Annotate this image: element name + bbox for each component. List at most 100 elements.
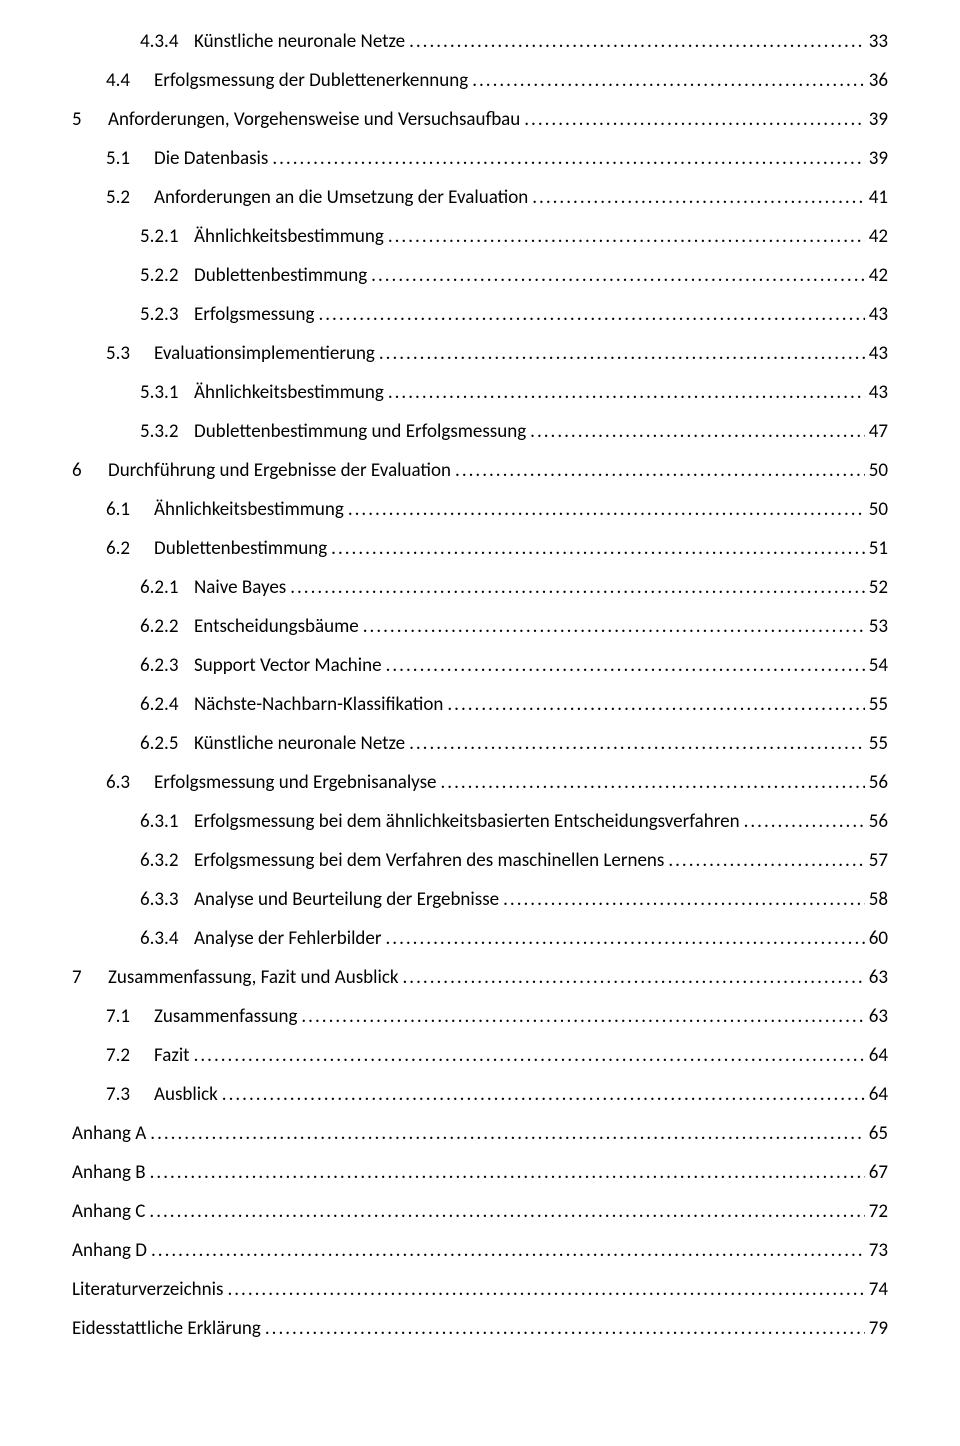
toc-leader-dots [437, 773, 865, 792]
toc-entry-number: 6.2 [106, 539, 154, 558]
toc-entry-title: Durchführung und Ergebnisse der Evaluati… [108, 461, 451, 480]
toc-entry-title: Analyse der Fehlerbilder [194, 929, 382, 948]
toc-entry: Eidesstattliche Erklärung 79 [72, 1319, 888, 1338]
toc-entry-title: Erfolgsmessung bei dem ähnlichkeitsbasie… [194, 812, 740, 831]
toc-entry: 5.2.3Erfolgsmessung43 [72, 305, 888, 324]
toc-entry: 4.3.4Künstliche neuronale Netze 33 [72, 32, 888, 51]
toc-entry: Anhang C 72 [72, 1202, 888, 1221]
toc-entry: 6.3.2Erfolgsmessung bei dem Verfahren de… [72, 851, 888, 870]
toc-entry-title: Erfolgsmessung bei dem Verfahren des mas… [194, 851, 664, 870]
toc-entry-number: 7 [72, 968, 108, 987]
toc-entry-number: 5.2 [106, 188, 154, 207]
toc-entry-title: Künstliche neuronale Netze [194, 734, 405, 753]
toc-entry: 6.2.3Support Vector Machine54 [72, 656, 888, 675]
toc-leader-dots [499, 890, 865, 909]
toc-entry-title: Künstliche neuronale Netze [194, 32, 405, 51]
toc-entry-number: 5.3.1 [140, 383, 194, 402]
toc-entry-number: 5.1 [106, 149, 154, 168]
toc-entry: 6.2.2Entscheidungsbäume53 [72, 617, 888, 636]
toc-entry-page: 53 [865, 617, 888, 636]
toc-leader-dots [327, 539, 865, 558]
toc-leader-dots [382, 656, 865, 675]
toc-entry-page: 74 [865, 1280, 888, 1299]
toc-entry-page: 33 [865, 32, 888, 51]
toc-entry-title: Anhang C [72, 1202, 145, 1221]
toc-leader-dots [147, 1241, 865, 1260]
toc-entry-number: 6 [72, 461, 108, 480]
toc-entry-page: 43 [865, 344, 888, 363]
toc-entry-title: Fazit [154, 1046, 190, 1065]
toc-entry: Anhang A65 [72, 1124, 888, 1143]
toc-entry-number: 6.3.3 [140, 890, 194, 909]
toc-entry-title: Zusammenfassung [154, 1007, 297, 1026]
toc-entry: 6.2.1Naive Bayes52 [72, 578, 888, 597]
toc-leader-dots [468, 71, 865, 90]
toc-entry-title: Dublettenbestimmung und Erfolgsmessung [194, 422, 526, 441]
toc-leader-dots [443, 695, 864, 714]
toc-entry-page: 51 [865, 539, 888, 558]
toc-entry: 6.2Dublettenbestimmung51 [72, 539, 888, 558]
toc-leader-dots [375, 344, 865, 363]
toc-leader-dots [314, 305, 864, 324]
toc-entry-title: Anforderungen, Vorgehensweise und Versuc… [108, 110, 520, 129]
toc-leader-dots [382, 929, 865, 948]
toc-entry-title: Literaturverzeichnis [72, 1280, 223, 1299]
toc-entry-number: 6.2.2 [140, 617, 194, 636]
toc-entry-number: 6.2.5 [140, 734, 194, 753]
toc-leader-dots [405, 734, 865, 753]
toc-entry-page: 52 [865, 578, 888, 597]
toc-leader-dots [268, 149, 864, 168]
toc-leader-dots [359, 617, 865, 636]
toc-leader-dots [528, 188, 864, 207]
toc-entry: 6.3Erfolgsmessung und Ergebnisanalyse56 [72, 773, 888, 792]
toc-leader-dots [405, 32, 865, 51]
toc-leader-dots [146, 1163, 865, 1182]
toc-entry-number: 7.1 [106, 1007, 154, 1026]
toc-entry-number: 4.3.4 [140, 32, 194, 51]
toc-entry: 5.2.2Dublettenbestimmung42 [72, 266, 888, 285]
toc-entry-number: 6.2.1 [140, 578, 194, 597]
toc-entry: 6.1Ähnlichkeitsbestimmung50 [72, 500, 888, 519]
toc-entry-page: 39 [865, 110, 888, 129]
toc-entry-number: 6.3 [106, 773, 154, 792]
toc-entry-number: 5.2.1 [140, 227, 194, 246]
toc-entry-page: 39 [865, 149, 888, 168]
toc-leader-dots [367, 266, 865, 285]
toc-entry-page: 50 [865, 500, 888, 519]
toc-entry: Literaturverzeichnis 74 [72, 1280, 888, 1299]
toc-entry-number: 5.3.2 [140, 422, 194, 441]
toc-entry-page: 79 [865, 1319, 888, 1338]
toc-entry-title: Support Vector Machine [194, 656, 382, 675]
toc-leader-dots [664, 851, 864, 870]
toc-entry-title: Anhang D [72, 1241, 147, 1260]
toc-entry-title: Eidesstattliche Erklärung [72, 1319, 261, 1338]
toc-entry-page: 73 [865, 1241, 888, 1260]
toc-entry-page: 43 [865, 383, 888, 402]
toc-entry-number: 7.3 [106, 1085, 154, 1104]
toc-entry-number: 5.2.3 [140, 305, 194, 324]
toc-entry-number: 6.3.4 [140, 929, 194, 948]
toc-entry-page: 58 [865, 890, 888, 909]
toc-entry-page: 63 [865, 968, 888, 987]
toc-entry: 6.2.4Nächste-Nachbarn-Klassifikation55 [72, 695, 888, 714]
toc-entry-title: Ähnlichkeitsbestimmung [154, 500, 344, 519]
toc-leader-dots [297, 1007, 864, 1026]
toc-entry-page: 72 [865, 1202, 888, 1221]
toc-leader-dots [384, 227, 865, 246]
toc-leader-dots [520, 110, 864, 129]
toc-entry: 7.1Zusammenfassung63 [72, 1007, 888, 1026]
toc-leader-dots [286, 578, 865, 597]
toc-entry-number: 6.2.3 [140, 656, 194, 675]
toc-entry: 6.3.3Analyse und Beurteilung der Ergebni… [72, 890, 888, 909]
toc-entry: 5Anforderungen, Vorgehensweise und Versu… [72, 110, 888, 129]
toc-entry-page: 60 [865, 929, 888, 948]
table-of-contents: 4.3.4Künstliche neuronale Netze334.4Erfo… [72, 32, 888, 1338]
toc-entry-page: 42 [865, 266, 888, 285]
toc-entry-page: 50 [865, 461, 888, 480]
toc-entry-page: 56 [865, 812, 888, 831]
toc-entry: 5.3.2Dublettenbestimmung und Erfolgsmess… [72, 422, 888, 441]
toc-entry: Anhang D 73 [72, 1241, 888, 1260]
toc-entry: Anhang B67 [72, 1163, 888, 1182]
toc-entry-title: Erfolgsmessung und Ergebnisanalyse [154, 773, 437, 792]
toc-entry: 5.2.1Ähnlichkeitsbestimmung42 [72, 227, 888, 246]
